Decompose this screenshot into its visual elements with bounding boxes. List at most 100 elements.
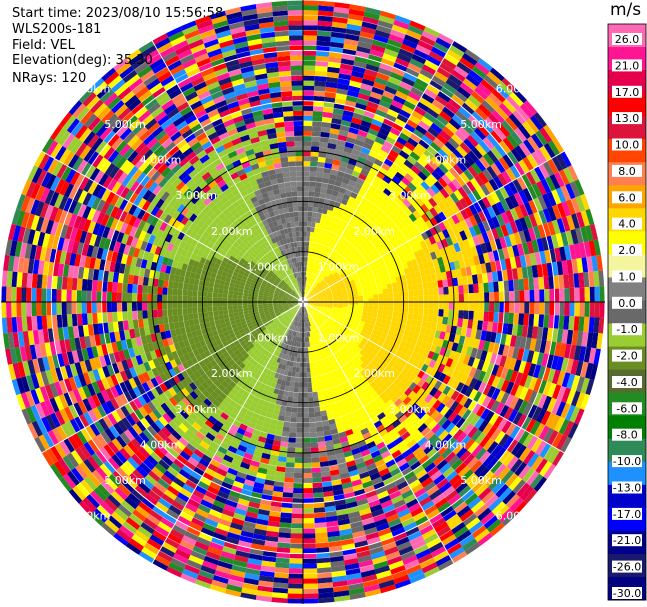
velocity-gate [500, 379, 510, 393]
velocity-gate [312, 296, 318, 299]
velocity-gate [273, 582, 289, 589]
velocity-gate [316, 40, 331, 47]
velocity-gate [323, 299, 329, 301]
velocity-gate [261, 361, 268, 368]
velocity-gate [395, 57, 410, 68]
velocity-gate [233, 349, 241, 356]
velocity-gate [470, 460, 483, 473]
velocity-gate [133, 365, 143, 376]
velocity-gate [197, 334, 205, 342]
velocity-gate [406, 438, 417, 449]
velocity-gate [482, 454, 495, 467]
velocity-gate [398, 132, 410, 142]
velocity-gate [580, 393, 591, 411]
velocity-gate [358, 423, 367, 431]
velocity-gate [370, 373, 378, 381]
velocity-gate [93, 487, 108, 502]
velocity-gate [561, 201, 572, 217]
velocity-gate [474, 528, 490, 543]
velocity-gate [205, 551, 221, 561]
velocity-gate [451, 40, 468, 53]
velocity-gate [447, 181, 458, 193]
velocity-gate [218, 354, 226, 362]
velocity-gate [342, 193, 351, 201]
velocity-gate [329, 215, 336, 223]
velocity-gate [341, 114, 353, 123]
velocity-gate [332, 341, 338, 347]
velocity-gate [132, 469, 145, 482]
velocity-gate [416, 361, 425, 370]
velocity-gate [269, 454, 279, 462]
velocity-gate [287, 323, 292, 329]
velocity-gate [309, 236, 314, 243]
velocity-gate [473, 311, 479, 321]
velocity-gate [404, 172, 415, 183]
velocity-gate [369, 380, 378, 389]
velocity-gate [441, 433, 453, 445]
velocity-gate [295, 432, 303, 438]
velocity-gate [541, 327, 549, 341]
velocity-gate [447, 137, 460, 149]
velocity-gate [293, 387, 299, 393]
velocity-gate [399, 392, 408, 402]
velocity-gate [307, 346, 311, 353]
velocity-gate [458, 293, 465, 302]
velocity-gate [346, 264, 352, 270]
velocity-gate [359, 376, 367, 384]
velocity-gate [327, 413, 335, 421]
velocity-gate [395, 275, 402, 283]
velocity-gate [418, 295, 424, 302]
velocity-gate [92, 407, 103, 421]
velocity-gate [531, 265, 539, 278]
velocity-gate [418, 496, 432, 507]
velocity-gate [259, 324, 265, 330]
velocity-gate [370, 366, 378, 374]
velocity-gate [331, 575, 348, 583]
velocity-gate [303, 35, 317, 41]
velocity-gate [560, 436, 573, 453]
velocity-gate [355, 50, 370, 59]
velocity-gate [216, 328, 224, 335]
velocity-gate [217, 416, 227, 425]
velocity-gate [123, 429, 135, 442]
velocity-gate [404, 233, 412, 242]
velocity-gate [290, 356, 295, 362]
velocity-gate [303, 412, 310, 418]
velocity-gate [316, 385, 322, 392]
velocity-gate [257, 467, 268, 475]
velocity-gate [406, 279, 413, 286]
velocity-gate [366, 315, 372, 321]
velocity-gate [442, 126, 455, 138]
velocity-gate [438, 302, 444, 310]
velocity-gate [279, 446, 288, 453]
velocity-gate [439, 129, 452, 142]
velocity-gate [473, 368, 482, 380]
velocity-gate [299, 321, 301, 327]
velocity-gate [508, 358, 517, 371]
velocity-gate [427, 281, 434, 289]
velocity-gate [205, 406, 215, 416]
velocity-gate [327, 66, 340, 74]
velocity-gate [317, 354, 322, 361]
velocity-gate [456, 431, 468, 444]
velocity-gate [322, 330, 327, 336]
velocity-gate [158, 459, 170, 471]
velocity-gate [184, 530, 199, 542]
velocity-gate [361, 328, 368, 334]
velocity-gate [234, 330, 241, 337]
velocity-gate [442, 466, 455, 478]
velocity-gate [253, 324, 260, 330]
velocity-gate [326, 71, 340, 79]
velocity-gate [351, 263, 358, 270]
velocity-gate [132, 375, 142, 387]
velocity-gate [137, 373, 146, 385]
velocity-gate [313, 269, 318, 275]
velocity-gate [295, 321, 298, 327]
velocity-gate [151, 466, 164, 478]
velocity-gate [347, 131, 358, 140]
velocity-gate [331, 364, 338, 371]
velocity-gate [481, 231, 490, 243]
velocity-gate [426, 321, 433, 330]
velocity-gate [104, 477, 118, 491]
velocity-gate [303, 307, 305, 313]
